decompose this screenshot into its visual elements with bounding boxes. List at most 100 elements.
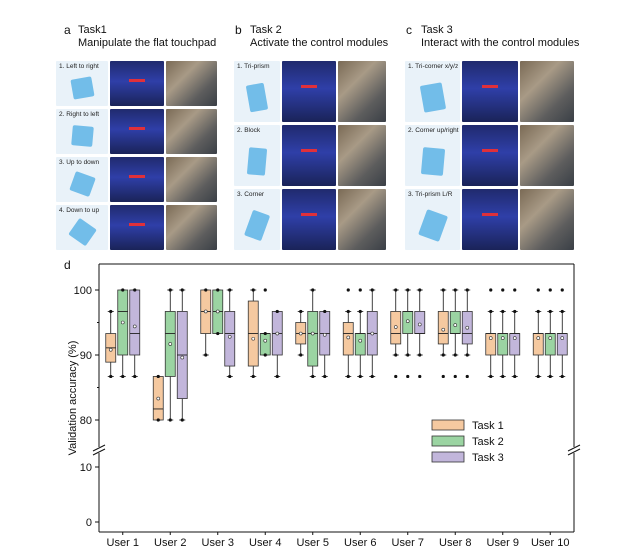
data-point [216,288,220,292]
data-point [204,353,208,357]
panel-a-letter: a [64,23,71,37]
outlier-point [501,288,505,292]
mean-marker [168,342,173,346]
data-point [251,374,255,379]
simulation-screenshot [462,125,518,186]
data-point [275,374,279,379]
outlier-point [406,374,410,379]
mean-marker [227,334,232,339]
step-illustration: 3. Up to down [56,157,108,202]
data-point [121,374,125,379]
simulation-screenshot [110,61,164,106]
box [449,311,461,334]
y-tick-label: 90 [80,350,92,362]
x-tick-label: User 3 [202,537,234,549]
user-photo [166,205,217,250]
axis-break-gap-right [570,447,578,453]
data-point [168,288,172,292]
mean-marker [405,319,410,324]
data-point [489,374,493,379]
simulation-screenshot [110,157,164,202]
mean-marker [393,325,398,329]
data-point [263,331,267,336]
data-point [501,374,505,379]
mean-marker [358,338,363,343]
data-point [109,309,113,314]
panel-b-subtitle: Activate the control modules [250,37,389,49]
data-point [501,309,505,314]
data-point [548,374,552,379]
user-photo [520,189,574,250]
mean-marker [203,309,208,314]
outlier-point [441,374,445,379]
direction-arrow-icon [300,213,318,217]
data-point [358,309,362,314]
x-tick-label: User 5 [297,537,329,549]
data-point [263,353,267,357]
data-point [251,288,255,292]
data-point [133,374,137,379]
step-illustration: 2. Corner up/right [405,125,460,186]
data-point [394,353,398,357]
panel-b-title: Task 2 [250,24,282,36]
y-tick-label: 80 [80,415,92,427]
data-point [204,288,208,292]
user-photo [338,189,386,250]
x-tick-label: User 6 [344,537,376,549]
x-tick-label: User 1 [107,537,139,549]
y-tick-label: 0 [86,517,92,529]
x-tick-label: User 10 [531,537,570,549]
data-point [536,374,540,379]
box [307,311,319,367]
mean-marker [548,336,553,340]
user-photo [166,109,217,154]
y-axis-label: Validation accuracy (%) [67,341,79,456]
legend-label: Task 2 [472,436,504,448]
step-illustration: 3. Tri-prism L/R [405,189,460,250]
data-point [299,309,303,314]
axis-break-mark [92,448,106,456]
panel-a-subtitle: Manipulate the flat touchpad [78,37,217,49]
mean-marker [560,336,565,340]
step-illustration: 4. Down to up [56,205,108,250]
direction-arrow-icon [128,175,146,178]
data-point [180,418,184,422]
outlier-point [465,374,469,379]
outlier-point [536,288,540,292]
simulation-screenshot [282,61,336,122]
direction-arrow-icon [128,127,146,130]
data-point [453,288,457,292]
legend-swatch [431,435,465,447]
data-point [489,309,493,314]
mean-marker [275,331,280,336]
data-point [548,309,552,314]
step-label: 2. Right to left [59,111,100,118]
step-illustration: 2. Block [234,125,280,186]
data-point [406,353,410,357]
box [414,311,426,334]
step-label: 4. Down to up [59,207,100,214]
panel-b-letter: b [235,23,242,37]
x-tick-label: User 9 [487,537,519,549]
mean-marker [465,325,470,330]
data-point [441,353,445,357]
step-label: 1. Tri-corner x/y/z [408,63,459,70]
data-point [441,288,445,292]
data-point [156,374,160,379]
data-point [358,374,362,379]
mean-marker [370,331,375,336]
data-point [180,288,184,292]
data-point [513,374,517,379]
panel-a-title: Task1 [78,24,107,36]
step-label: 3. Up to down [59,159,100,166]
simulation-screenshot [282,189,336,250]
data-point [370,374,374,379]
box [259,333,271,356]
y-tick-label: 10 [80,462,92,474]
data-point [109,374,113,379]
legend-swatch [431,451,465,463]
mean-marker [536,336,541,340]
box [437,311,449,345]
data-point [406,288,410,292]
